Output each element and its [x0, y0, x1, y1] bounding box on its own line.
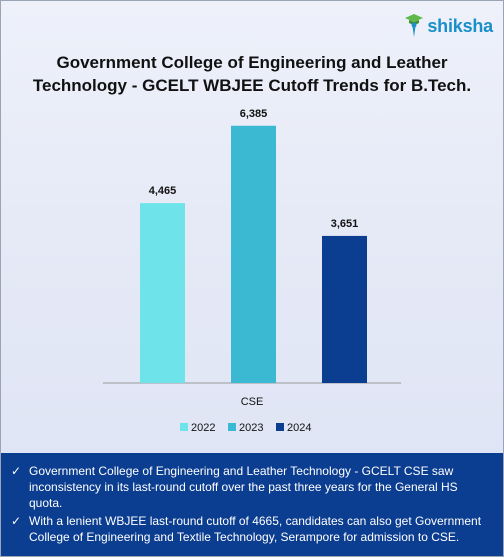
bar-chart: CSE 4,465 6,385 3,651 2022 2023 2024 [103, 108, 401, 434]
note-item: ✓ With a lenient WBJEE last-round cutoff… [11, 513, 491, 545]
bar-2024 [322, 235, 367, 383]
bar-2023 [231, 125, 276, 384]
bar-2022 [140, 203, 185, 383]
shiksha-logo[interactable]: shiksha [403, 11, 493, 41]
legend-swatch-2024 [276, 423, 284, 431]
legend-label-2023: 2023 [239, 422, 263, 434]
data-label-2024: 3,651 [331, 218, 359, 230]
notes-panel: ✓ Government College of Engineering and … [1, 453, 503, 556]
check-icon: ✓ [11, 464, 22, 478]
note-text: Government College of Engineering and Le… [29, 464, 458, 510]
data-label-2023: 6,385 [240, 108, 268, 120]
graduation-cap-icon [405, 14, 424, 37]
chart-title: Government College of Engineering and Le… [32, 53, 472, 95]
check-icon: ✓ [11, 514, 22, 528]
legend-swatch-2022 [180, 423, 188, 431]
legend-swatch-2023 [228, 423, 236, 431]
category-label-cse: CSE [241, 396, 264, 408]
note-text: With a lenient WBJEE last-round cutoff o… [29, 514, 482, 544]
bars-layer: 4,465 6,385 3,651 [140, 108, 367, 384]
legend-label-2022: 2022 [191, 422, 215, 434]
legend-label-2024: 2024 [287, 422, 311, 434]
note-item: ✓ Government College of Engineering and … [11, 463, 491, 511]
logo-text: shiksha [427, 15, 493, 36]
legend: 2022 2023 2024 [180, 422, 311, 434]
data-label-2022: 4,465 [149, 185, 177, 197]
